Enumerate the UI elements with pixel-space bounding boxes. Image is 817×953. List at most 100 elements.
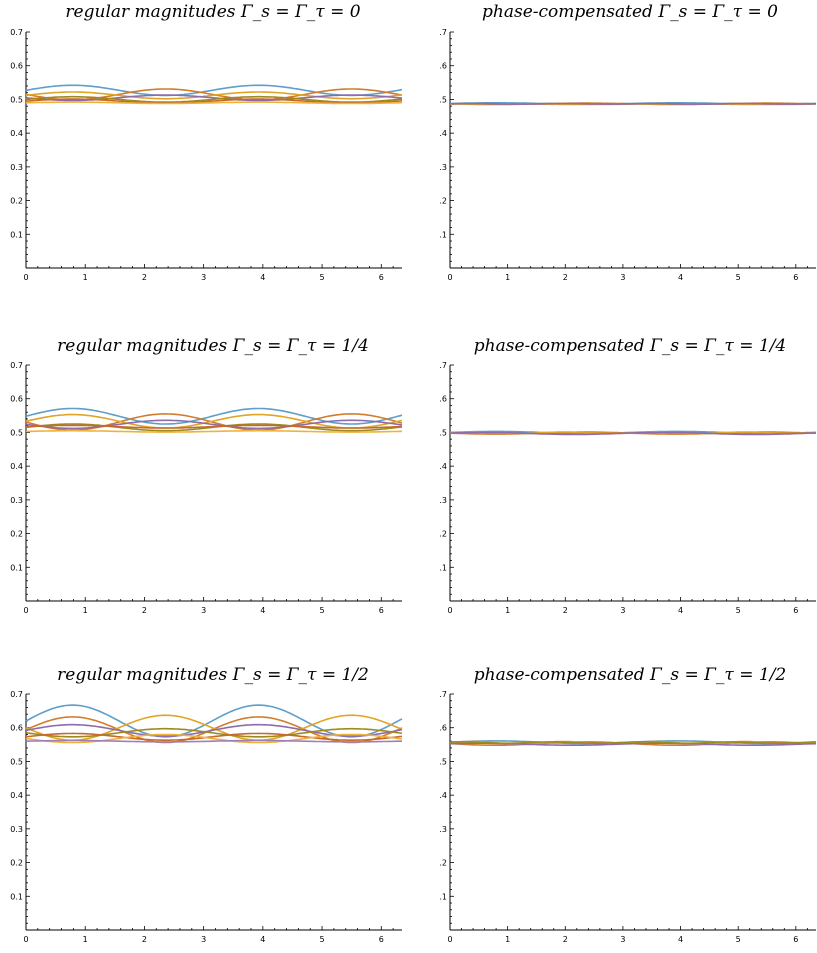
series-line-5: [25, 95, 403, 103]
series-line-5: [449, 741, 816, 745]
series-line-7: [26, 429, 403, 433]
y-tick-label: .4: [439, 791, 447, 800]
x-tick-label: 2: [563, 273, 568, 282]
series-line-1: [25, 407, 403, 425]
chart-panel-2: phase-compensated Γ_s = Γ_τ = 0 0 1 2 3 4 5 6 .1…: [439, 2, 817, 282]
y-tick-label: 0.5: [10, 95, 23, 104]
series-line-7: [25, 101, 403, 105]
y-tick-label: 0.5: [10, 428, 23, 437]
series-line-1: [25, 704, 403, 738]
y-tick-label: 0.6: [10, 62, 23, 71]
series-line-4: [25, 419, 403, 430]
series-line-5: [25, 727, 403, 738]
x-tick-label: 4: [260, 935, 265, 944]
x-tick-label: 5: [736, 606, 741, 615]
x-tick-label: 6: [793, 935, 798, 944]
series-line-4: [450, 431, 817, 436]
y-tick-label: .1: [439, 230, 447, 239]
x-tick-label: 6: [793, 606, 798, 615]
x-tick-label: 1: [505, 935, 510, 944]
x-tick-label: 1: [505, 273, 510, 282]
x-tick-label: 4: [260, 606, 265, 615]
x-tick-label: 0: [23, 935, 28, 944]
series-line-8: [25, 739, 403, 743]
chart-title: phase-compensated Γ_s = Γ_τ = 0: [482, 2, 778, 22]
x-tick-label: 5: [736, 935, 741, 944]
x-tick-label: 2: [563, 935, 568, 944]
y-tick-label: .2: [439, 197, 447, 206]
x-tick-label: 4: [260, 273, 265, 282]
y-tick-label: 0.1: [10, 230, 23, 239]
x-tick-label: 2: [142, 935, 147, 944]
chart-title: regular magnitudes Γ_s = Γ_τ = 1/2: [57, 665, 369, 685]
x-tick-label: 0: [447, 606, 452, 615]
series-line-6: [25, 732, 403, 742]
chart-panel-4: phase-compensated Γ_s = Γ_τ = 1/4 0 1 2 3 4 5 6…: [439, 336, 817, 615]
chart-panel-6: phase-compensated Γ_s = Γ_τ = 1/2 0 1 2 3 4 5 6…: [439, 665, 817, 944]
x-tick-label: 3: [620, 273, 625, 282]
y-tick-label: .3: [439, 825, 447, 834]
x-tick-label: 0: [447, 273, 452, 282]
y-tick-label: 0.6: [10, 395, 23, 404]
chart-panel-1: regular magnitudes Γ_s = Γ_τ = 0 0 1 2 3 4 5 6 0…: [10, 2, 403, 282]
y-tick-label: .4: [439, 462, 447, 471]
x-tick-label: 0: [23, 273, 28, 282]
y-tick-label: 0.7: [10, 361, 23, 370]
x-tick-label: 0: [447, 935, 452, 944]
y-tick-label: 0.2: [10, 859, 23, 868]
x-tick-label: 4: [678, 273, 683, 282]
x-tick-label: 2: [563, 606, 568, 615]
series-line-3: [25, 714, 403, 742]
y-tick-label: 0.6: [10, 724, 23, 733]
y-tick-label: .5: [439, 428, 447, 437]
y-tick-label: .5: [439, 95, 447, 104]
y-tick-label: .7: [439, 28, 447, 37]
y-tick-label: .4: [439, 129, 447, 138]
y-tick-label: 0.3: [10, 496, 23, 505]
x-tick-label: 3: [201, 273, 206, 282]
x-tick-label: 3: [620, 935, 625, 944]
x-tick-label: 3: [201, 935, 206, 944]
chart-title: regular magnitudes Γ_s = Γ_τ = 1/4: [57, 336, 369, 356]
x-tick-label: 1: [505, 606, 510, 615]
x-tick-label: 3: [620, 606, 625, 615]
y-tick-label: .7: [439, 361, 447, 370]
y-tick-label: 0.1: [10, 563, 23, 572]
series-line-7: [25, 733, 403, 744]
y-tick-label: 0.5: [10, 757, 23, 766]
chart-title: phase-compensated Γ_s = Γ_τ = 1/2: [474, 665, 786, 685]
x-tick-label: 0: [23, 606, 28, 615]
x-tick-label: 6: [793, 273, 798, 282]
y-tick-label: .2: [439, 859, 447, 868]
series-line-6: [25, 424, 403, 429]
x-tick-label: 2: [142, 273, 147, 282]
y-tick-label: .6: [439, 395, 447, 404]
series-line-3: [25, 91, 403, 100]
y-tick-label: .3: [439, 496, 447, 505]
x-tick-label: 5: [320, 606, 325, 615]
x-tick-label: 2: [142, 606, 147, 615]
x-tick-label: 5: [736, 273, 741, 282]
chart-panel-5: regular magnitudes Γ_s = Γ_τ = 1/2 0 1 2 3 4 5…: [10, 665, 403, 944]
series-line-1: [25, 84, 403, 97]
y-tick-label: 0.3: [10, 163, 23, 172]
x-tick-label: 6: [379, 273, 384, 282]
x-tick-label: 1: [83, 606, 88, 615]
chart-title: phase-compensated Γ_s = Γ_τ = 1/4: [474, 336, 786, 356]
y-tick-label: .6: [439, 724, 447, 733]
y-tick-label: 0.4: [10, 129, 23, 138]
y-tick-label: 0.7: [10, 690, 23, 699]
x-tick-label: 5: [320, 273, 325, 282]
y-tick-label: .5: [439, 757, 447, 766]
y-tick-label: 0.7: [10, 28, 23, 37]
x-tick-label: 1: [83, 273, 88, 282]
y-tick-label: .7: [439, 690, 447, 699]
y-tick-label: .1: [439, 563, 447, 572]
series-line-4: [450, 102, 817, 105]
y-tick-label: .2: [439, 530, 447, 539]
x-tick-label: 4: [678, 606, 683, 615]
chart-panel-3: regular magnitudes Γ_s = Γ_τ = 1/4 0 1 2 3 4 5…: [10, 336, 403, 615]
y-tick-label: 0.2: [10, 530, 23, 539]
y-tick-label: .6: [439, 62, 447, 71]
